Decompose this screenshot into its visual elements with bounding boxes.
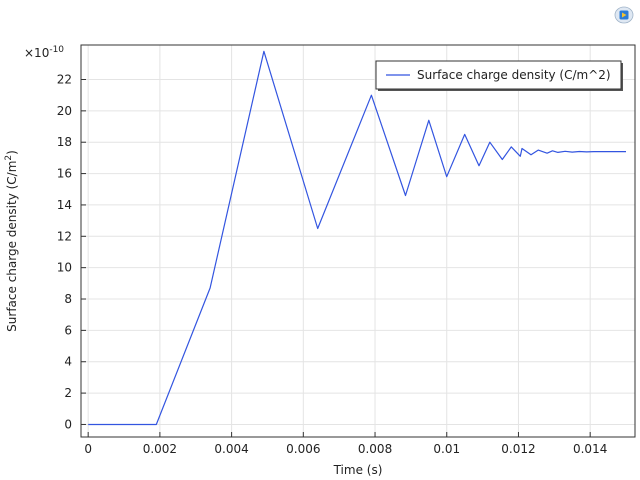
series-line <box>88 50 626 426</box>
series-layer <box>88 50 626 426</box>
y-tick-label: 10 <box>57 261 72 275</box>
x-tick-label: 0.012 <box>501 442 535 456</box>
y-axis-multiplier-base: ×10 <box>24 46 49 60</box>
y-tick-label: 22 <box>57 72 72 86</box>
y-axis-multiplier: ×10-10 <box>24 45 64 60</box>
plot-frame <box>80 44 636 438</box>
legend: Surface charge density (C/m^2) <box>375 60 623 91</box>
y-tick-label: 0 <box>64 417 72 431</box>
y-tick-label: 12 <box>57 229 72 243</box>
y-axis-label: Surface charge density (C/m2) <box>4 150 19 332</box>
y-axis-multiplier-exponent: -10 <box>49 45 64 55</box>
x-tick-label: 0.002 <box>143 442 177 456</box>
y-axis-label-tail: ) <box>5 150 19 155</box>
ticks: 0 0.002 0.004 0.006 0.008 0.01 0.012 0.014 0 2 4 6 8… <box>57 72 608 456</box>
x-tick-label: 0.01 <box>433 442 460 456</box>
y-tick-label: 2 <box>64 386 72 400</box>
x-tick-label: 0.006 <box>286 442 320 456</box>
y-tick-label: 20 <box>57 104 72 118</box>
y-tick-label: 18 <box>57 135 72 149</box>
y-tick-label: 4 <box>64 355 72 369</box>
x-tick-label: 0 <box>84 442 92 456</box>
legend-box <box>375 60 622 90</box>
y-axis-label-main: Surface charge density (C/m <box>5 161 19 332</box>
y-tick-label: 14 <box>57 198 72 212</box>
comsol-graphics-logo-icon <box>614 6 634 24</box>
legend-label: Surface charge density (C/m^2) <box>417 68 611 82</box>
x-tick-label: 0.004 <box>214 442 248 456</box>
y-tick-label: 16 <box>57 167 72 181</box>
x-tick-label: 0.008 <box>358 442 392 456</box>
x-tick-label: 0.014 <box>573 442 607 456</box>
grid <box>81 45 635 437</box>
y-tick-label: 6 <box>64 323 72 337</box>
x-axis-label: Time (s) <box>333 463 383 477</box>
y-axis-label-superscript: 2 <box>4 155 14 161</box>
y-tick-label: 8 <box>64 292 72 306</box>
